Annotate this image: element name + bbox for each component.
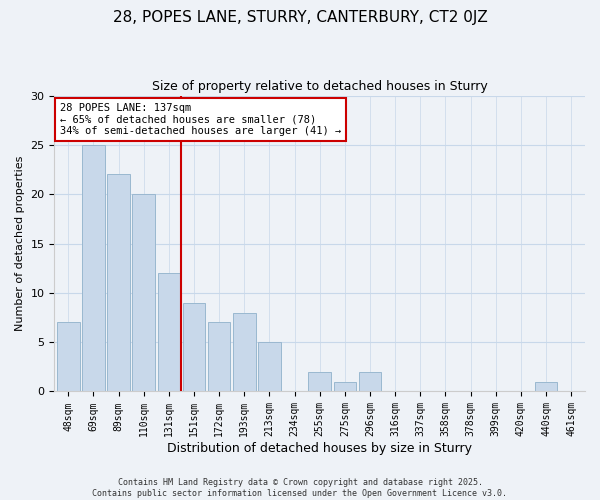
Bar bbox=[233, 312, 256, 392]
Text: 28 POPES LANE: 137sqm
← 65% of detached houses are smaller (78)
34% of semi-deta: 28 POPES LANE: 137sqm ← 65% of detached … bbox=[60, 103, 341, 136]
Bar bbox=[158, 273, 180, 392]
Bar bbox=[57, 322, 80, 392]
Bar bbox=[359, 372, 382, 392]
Bar bbox=[535, 382, 557, 392]
Bar bbox=[308, 372, 331, 392]
Bar bbox=[133, 194, 155, 392]
Text: Contains HM Land Registry data © Crown copyright and database right 2025.
Contai: Contains HM Land Registry data © Crown c… bbox=[92, 478, 508, 498]
Y-axis label: Number of detached properties: Number of detached properties bbox=[15, 156, 25, 331]
Bar bbox=[82, 145, 104, 392]
Bar bbox=[208, 322, 230, 392]
Title: Size of property relative to detached houses in Sturry: Size of property relative to detached ho… bbox=[152, 80, 488, 93]
Text: 28, POPES LANE, STURRY, CANTERBURY, CT2 0JZ: 28, POPES LANE, STURRY, CANTERBURY, CT2 … bbox=[113, 10, 487, 25]
Bar bbox=[182, 302, 205, 392]
Bar bbox=[258, 342, 281, 392]
X-axis label: Distribution of detached houses by size in Sturry: Distribution of detached houses by size … bbox=[167, 442, 472, 455]
Bar bbox=[334, 382, 356, 392]
Bar bbox=[107, 174, 130, 392]
